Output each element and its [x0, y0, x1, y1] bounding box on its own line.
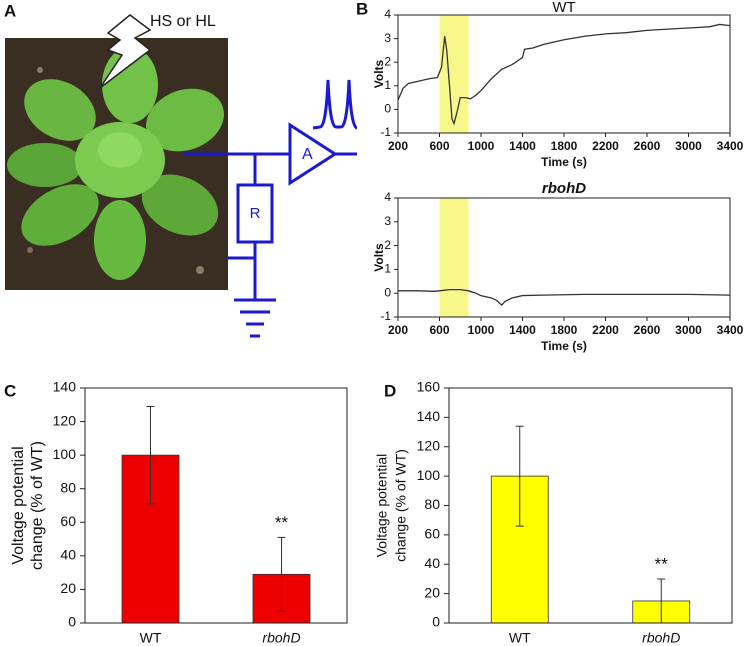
y-tick-label: 2	[384, 54, 391, 68]
y-tick-label: 60	[60, 513, 76, 529]
y-tick-label: 80	[424, 496, 440, 512]
x-axis-label: Time (s)	[541, 155, 587, 169]
y-tick-label: 40	[424, 555, 440, 571]
y-tick-label: -1	[380, 125, 391, 139]
x-tick-label: 600	[429, 139, 449, 153]
trace	[398, 288, 731, 307]
y-tick-label: 100	[53, 446, 77, 462]
y-tick-label: 3	[384, 31, 391, 45]
x-tick-label: 1800	[551, 323, 578, 337]
y-tick-label: 60	[424, 526, 440, 542]
y-tick-label: 1	[384, 78, 391, 92]
y-tick-label: 20	[424, 584, 440, 600]
error-bar	[515, 425, 524, 527]
stimulus-label: HS or HL	[150, 13, 216, 30]
x-tick-label: 600	[429, 323, 449, 337]
significance-marker: **	[655, 554, 669, 573]
x-tick-label: 200	[388, 139, 408, 153]
y-axis-label: Volts	[372, 243, 386, 272]
y-tick-label: 4	[384, 190, 391, 204]
chart-title: rbohD	[542, 180, 586, 197]
error-bar	[146, 405, 155, 505]
error-bar	[277, 536, 286, 612]
y-tick-label: -1	[380, 309, 391, 323]
y-axis-label: Voltage potential	[10, 446, 27, 564]
x-tick-label: 2600	[634, 139, 661, 153]
x-tick-label: 1000	[468, 139, 495, 153]
y-tick-label: 1	[384, 262, 391, 276]
y-tick-label: 0	[432, 614, 440, 630]
x-axis-label: Time (s)	[541, 339, 587, 353]
x-tick-label: rbohD	[262, 630, 300, 646]
y-tick-label: 140	[417, 408, 441, 424]
x-tick-label: 2200	[592, 323, 619, 337]
panel-label: B	[356, 0, 368, 18]
y-tick-label: 0	[68, 614, 76, 630]
x-tick-label: 3400	[717, 139, 744, 153]
x-tick-label: 200	[388, 323, 408, 337]
circuit	[183, 79, 358, 338]
significance-marker: **	[275, 513, 289, 532]
y-tick-label: 4	[384, 7, 391, 21]
y-axis-label: Voltage potential	[374, 454, 390, 558]
y-axis-label: change (% of WT)	[29, 441, 46, 570]
x-tick-label: rbohD	[642, 630, 680, 646]
panel-label: C	[4, 381, 16, 400]
x-tick-label: 3400	[717, 323, 744, 337]
y-axis-label: change (% of WT)	[393, 449, 409, 562]
highlight-band	[439, 15, 469, 133]
plot-frame	[448, 387, 733, 624]
y-tick-label: 120	[417, 437, 441, 453]
amplifier-label: A	[302, 146, 313, 163]
x-tick-label: 2600	[634, 323, 661, 337]
x-tick-label: 2200	[592, 139, 619, 153]
plot-frame	[397, 197, 731, 318]
plot-frame	[397, 14, 731, 134]
x-tick-label: 3000	[675, 139, 702, 153]
panel-label: D	[384, 381, 396, 400]
y-tick-label: 80	[60, 479, 76, 495]
y-tick-label: 0	[384, 285, 391, 299]
x-tick-label: 3000	[675, 323, 702, 337]
y-tick-label: 20	[60, 580, 76, 596]
plot-frame	[84, 387, 348, 624]
x-tick-label: 1800	[551, 139, 578, 153]
y-tick-label: 3	[384, 214, 391, 228]
lightning-icon	[99, 14, 152, 89]
resistor-label: R	[250, 205, 261, 222]
x-tick-label: WT	[509, 630, 531, 646]
x-tick-label: 1400	[509, 323, 536, 337]
y-tick-label: 0	[384, 102, 391, 116]
panel-label: A	[4, 1, 16, 20]
plant-photo	[5, 38, 228, 290]
y-axis-label: Volts	[372, 59, 386, 88]
y-tick-label: 40	[60, 547, 76, 563]
x-tick-label: WT	[140, 630, 162, 646]
y-tick-label: 160	[417, 379, 441, 395]
x-tick-label: 1400	[509, 139, 536, 153]
trace	[397, 23, 731, 126]
y-tick-label: 120	[53, 412, 77, 428]
chart-title: WT	[552, 0, 575, 16]
y-tick-label: 140	[53, 379, 77, 395]
y-tick-label: 100	[417, 467, 441, 483]
y-tick-label: 2	[384, 238, 391, 252]
x-tick-label: 1000	[468, 323, 495, 337]
highlight-band	[439, 198, 469, 317]
